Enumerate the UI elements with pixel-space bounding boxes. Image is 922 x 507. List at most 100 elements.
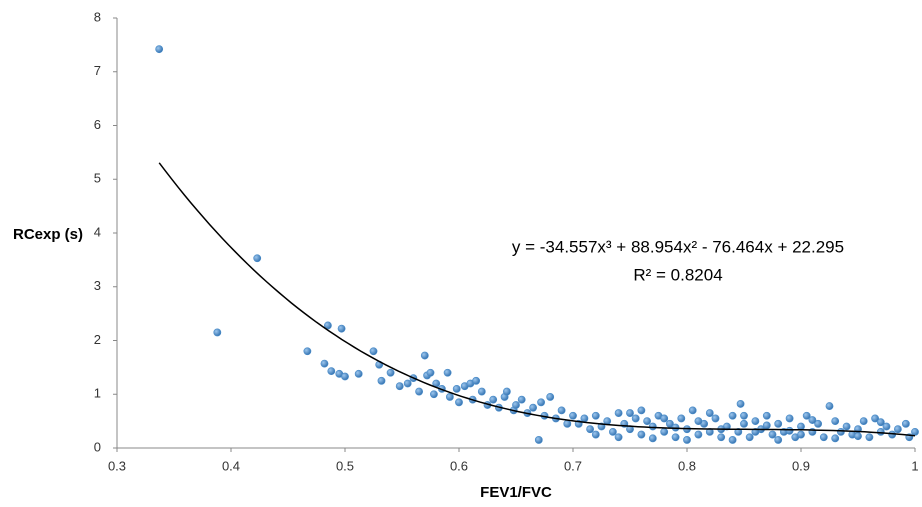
data-point [736, 400, 745, 408]
data-point [489, 395, 498, 404]
data-point [443, 368, 452, 377]
data-point [369, 347, 378, 356]
y-tick-label: 4 [94, 224, 101, 239]
data-point [854, 432, 862, 441]
data-point [831, 417, 840, 426]
data-point [882, 422, 891, 431]
data-point [762, 421, 771, 430]
data-point [455, 398, 463, 407]
data-point [660, 427, 669, 436]
data-point [213, 328, 222, 337]
data-point [865, 433, 874, 442]
data-point [320, 359, 329, 368]
r-squared: R² = 0.8204 [633, 265, 722, 284]
data-point [512, 401, 520, 409]
data-point [502, 387, 511, 396]
data-point [648, 422, 657, 431]
x-tick-label: 0.9 [792, 458, 810, 473]
data-point [762, 411, 771, 420]
data-point [377, 376, 386, 385]
data-point [420, 351, 429, 360]
data-point [643, 417, 651, 426]
data-point [677, 414, 686, 423]
data-point [688, 406, 697, 415]
data-point [876, 418, 885, 427]
data-point [591, 430, 600, 439]
y-axis-title: RCexp (s) [13, 226, 83, 243]
y-tick-label: 0 [94, 439, 101, 454]
y-tick-label: 5 [94, 171, 101, 186]
data-point [430, 390, 438, 399]
trendline-equation: y = -34.557x³ + 88.954x² - 76.464x + 22.… [512, 237, 844, 256]
data-point [728, 411, 737, 420]
trendline [158, 162, 916, 437]
x-tick-label: 0.8 [678, 458, 696, 473]
data-point [386, 368, 395, 377]
data-point [614, 409, 623, 417]
x-tick-label: 0.5 [336, 458, 354, 473]
x-tick-label: 0.6 [450, 458, 468, 473]
data-point [354, 369, 363, 378]
data-point [842, 422, 851, 431]
data-point [591, 411, 600, 420]
data-point [871, 414, 879, 423]
data-point [797, 430, 805, 439]
data-point [831, 434, 840, 443]
data-point [694, 417, 703, 426]
data-point [774, 436, 783, 444]
data-point [694, 430, 703, 439]
y-tick-label: 2 [94, 332, 101, 347]
data-point [819, 433, 828, 442]
data-point [894, 425, 902, 434]
data-point [671, 433, 680, 442]
x-tick-label: 0.4 [222, 458, 240, 473]
y-tick-label: 7 [94, 63, 101, 78]
data-point [395, 382, 404, 391]
data-point [609, 427, 617, 436]
data-point [859, 417, 868, 426]
data-point [557, 406, 566, 415]
data-point [323, 321, 332, 330]
data-point [901, 419, 910, 428]
data-point [683, 436, 691, 444]
x-tick-label: 1 [911, 458, 918, 473]
data-point [740, 411, 748, 420]
data-point [452, 384, 461, 393]
data-point [637, 406, 646, 415]
data-point [631, 414, 640, 423]
data-point [740, 419, 748, 428]
data-point [563, 419, 572, 428]
data-point [303, 347, 312, 356]
data-point [253, 254, 262, 263]
x-tick-label: 0.7 [564, 458, 582, 473]
data-point [415, 387, 423, 396]
data-point [837, 427, 845, 436]
data-point [477, 387, 486, 396]
data-point [802, 411, 811, 420]
data-point [472, 376, 480, 385]
data-point [626, 409, 634, 417]
data-point [734, 427, 743, 436]
data-point [785, 426, 794, 435]
data-point [648, 434, 657, 443]
data-point [637, 430, 646, 439]
data-point [785, 414, 794, 423]
data-point [705, 409, 714, 417]
y-tick-label: 1 [94, 386, 101, 401]
data-point [717, 433, 726, 442]
data-point [537, 398, 545, 407]
data-point [534, 436, 543, 444]
y-tick-label: 6 [94, 117, 101, 132]
data-point [569, 411, 577, 420]
data-point [911, 427, 919, 436]
x-axis-title: FEV1/FVC [480, 484, 552, 501]
data-point [711, 414, 720, 423]
x-tick-label: 0.3 [108, 458, 126, 473]
data-point [580, 414, 589, 423]
data-point [445, 393, 454, 401]
data-point [825, 402, 834, 410]
y-tick-label: 3 [94, 278, 101, 293]
data-point [728, 436, 737, 444]
data-point [529, 403, 537, 412]
data-point [426, 368, 435, 377]
